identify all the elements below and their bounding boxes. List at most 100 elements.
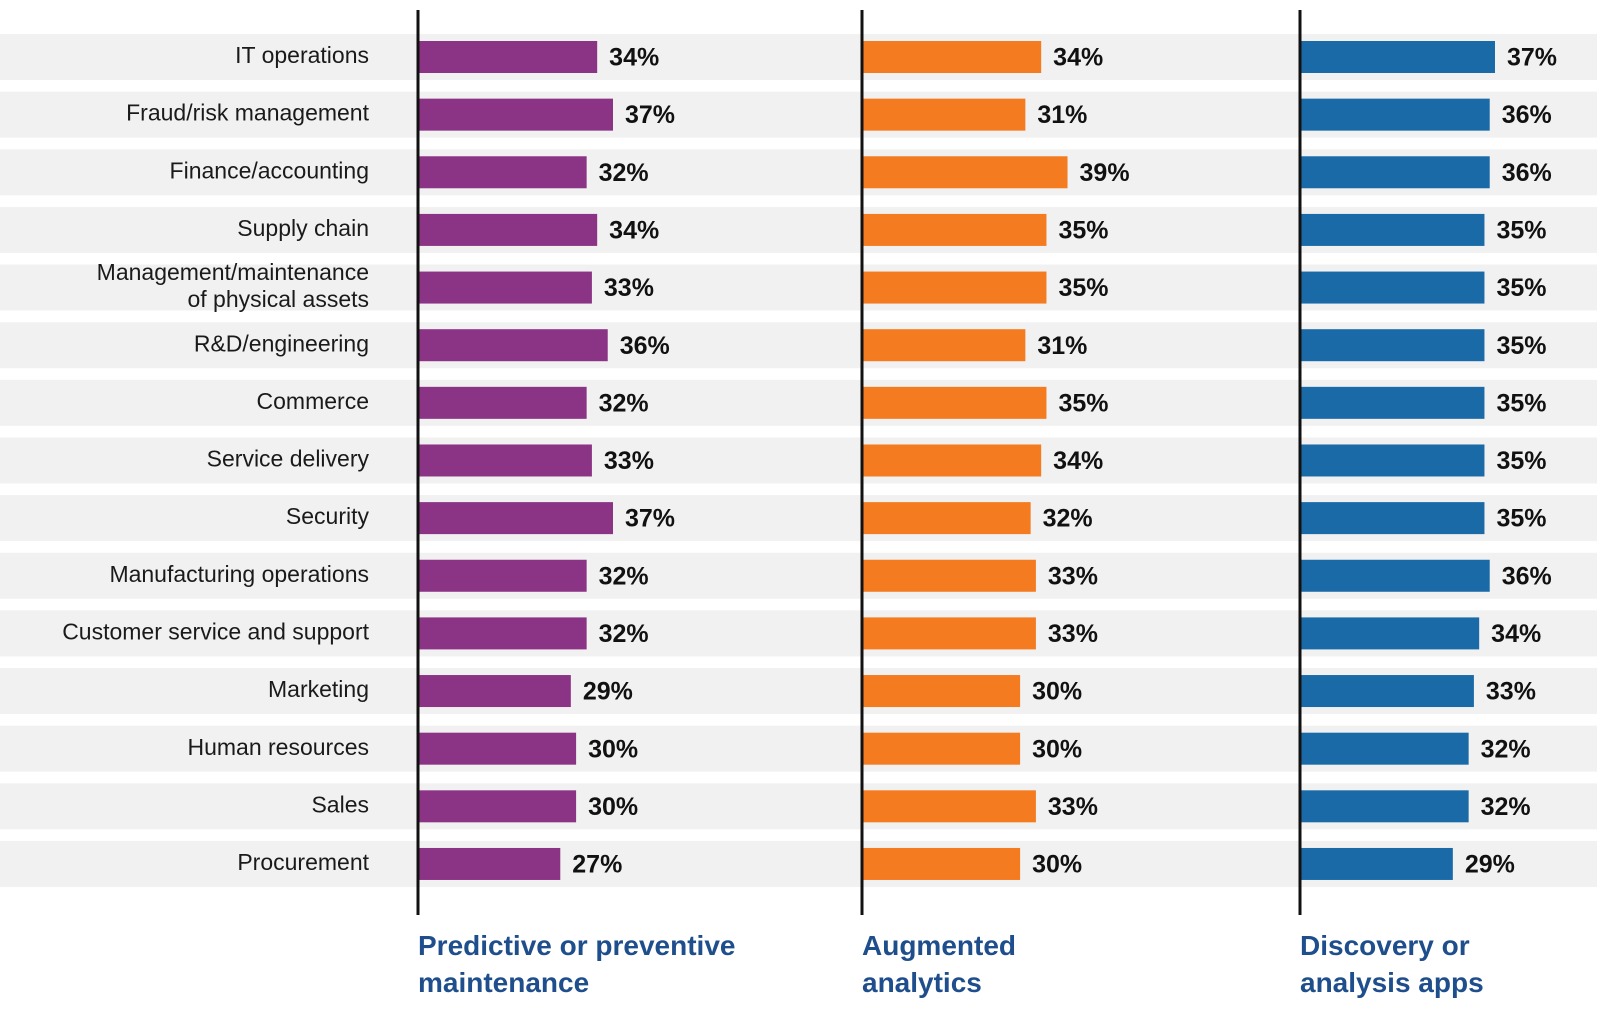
bar: [418, 444, 592, 477]
value-label: 37%: [625, 101, 675, 129]
value-label: 34%: [609, 217, 659, 245]
bar: [1300, 559, 1490, 592]
bar: [862, 444, 1042, 477]
legend-label: Augmented analytics: [862, 930, 1016, 998]
bar: [862, 790, 1036, 823]
bar: [862, 502, 1031, 535]
value-label: 32%: [1043, 505, 1093, 533]
category-label: Manufacturing operations: [109, 561, 369, 587]
bar: [862, 675, 1021, 708]
bar: [1300, 675, 1474, 708]
value-label: 32%: [1481, 735, 1531, 763]
bar: [862, 847, 1021, 880]
bar: [1300, 329, 1485, 362]
category-label: Marketing: [268, 676, 369, 702]
value-label: 32%: [599, 620, 649, 648]
value-label: 30%: [1032, 678, 1082, 706]
bar: [418, 271, 592, 304]
value-label: 35%: [1496, 505, 1546, 533]
bar: [418, 675, 571, 708]
category-label: Service delivery: [207, 446, 370, 472]
category-label: Sales: [311, 791, 369, 817]
value-label: 35%: [1496, 217, 1546, 245]
bar: [862, 41, 1042, 73]
value-label: 36%: [1502, 562, 1552, 590]
value-label: 32%: [1481, 793, 1531, 821]
bar: [1300, 41, 1495, 73]
value-label: 32%: [599, 159, 649, 187]
category-label: Finance/accounting: [170, 157, 369, 183]
value-label: 39%: [1080, 159, 1130, 187]
value-label: 34%: [1491, 620, 1541, 648]
legend-label: Discovery or analysis apps: [1300, 930, 1484, 998]
bar: [1300, 386, 1485, 419]
category-label: Human resources: [187, 734, 369, 760]
category-label: IT operations: [235, 42, 369, 68]
bar: [862, 732, 1021, 765]
value-label: 33%: [1048, 562, 1098, 590]
bar: [1300, 213, 1485, 246]
value-label: 37%: [1507, 44, 1557, 72]
bar: [418, 386, 587, 419]
value-label: 36%: [620, 332, 670, 360]
bar: [418, 732, 577, 765]
bar: [418, 559, 587, 592]
bar: [418, 329, 608, 362]
value-label: 32%: [599, 389, 649, 417]
value-label: 30%: [588, 735, 638, 763]
bar: [862, 559, 1036, 592]
bar: [418, 98, 613, 131]
bar: [1300, 98, 1490, 131]
value-label: 32%: [599, 562, 649, 590]
value-label: 36%: [1502, 159, 1552, 187]
value-label: 35%: [1496, 332, 1546, 360]
value-label: 33%: [604, 447, 654, 475]
bar: [418, 156, 587, 189]
bar: [862, 329, 1026, 362]
value-label: 29%: [1465, 851, 1515, 879]
value-label: 33%: [1048, 793, 1098, 821]
bar: [1300, 732, 1469, 765]
bar: [418, 790, 577, 823]
bar: [418, 847, 561, 880]
value-label: 33%: [604, 274, 654, 302]
bar: [1300, 444, 1485, 477]
value-label: 36%: [1502, 101, 1552, 129]
value-label: 30%: [1032, 851, 1082, 879]
bar: [862, 213, 1047, 246]
value-label: 33%: [1048, 620, 1098, 648]
bar: [1300, 502, 1485, 535]
value-label: 35%: [1058, 389, 1108, 417]
bar: [1300, 617, 1480, 650]
bar: [418, 41, 598, 73]
value-label: 35%: [1058, 217, 1108, 245]
value-label: 31%: [1037, 332, 1087, 360]
bar: [1300, 156, 1490, 189]
value-label: 37%: [625, 505, 675, 533]
value-label: 34%: [609, 44, 659, 72]
value-label: 31%: [1037, 101, 1087, 129]
bar: [862, 386, 1047, 419]
value-label: 33%: [1486, 678, 1536, 706]
category-label: Security: [286, 503, 370, 529]
bar: [862, 98, 1026, 131]
bar: [1300, 847, 1453, 880]
category-label: Commerce: [257, 388, 369, 414]
legend-label: Predictive or preventive maintenance: [418, 930, 735, 998]
category-label: Customer service and support: [62, 618, 369, 644]
bar: [418, 617, 587, 650]
value-label: 27%: [572, 851, 622, 879]
value-label: 35%: [1496, 447, 1546, 475]
value-label: 35%: [1058, 274, 1108, 302]
category-label: Supply chain: [237, 215, 369, 241]
value-label: 34%: [1053, 447, 1103, 475]
bar: [418, 213, 598, 246]
category-label: Fraud/risk management: [126, 100, 369, 126]
value-label: 30%: [588, 793, 638, 821]
value-label: 30%: [1032, 735, 1082, 763]
bar: [862, 271, 1047, 304]
category-label: Management/maintenance of physical assets: [97, 259, 369, 312]
bar: [418, 502, 613, 535]
bar: [862, 156, 1068, 189]
